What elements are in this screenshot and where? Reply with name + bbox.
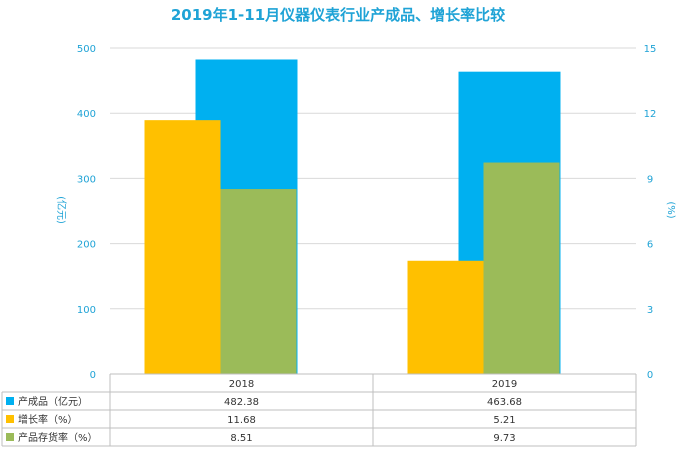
data-label: 482.38: [224, 397, 259, 408]
legend-entry: 产成品（亿元）: [18, 395, 88, 408]
left-axis-ticks: 0 100 200 300 400 500: [77, 44, 96, 381]
right-tick-label: 3: [647, 305, 653, 316]
legend-swatch: [6, 397, 14, 405]
data-label: 8.51: [230, 433, 252, 444]
data-label: 5.21: [493, 415, 515, 426]
left-tick-label: 400: [77, 109, 96, 120]
data-label: 11.68: [227, 415, 256, 426]
bar-growth-2019: [407, 260, 484, 374]
data-label: 9.73: [493, 433, 515, 444]
table-header-2019: 2019: [492, 379, 517, 390]
left-axis-label: (亿元): [55, 196, 68, 224]
left-tick-label: 500: [77, 44, 96, 55]
legend-swatch: [6, 433, 14, 441]
data-table: 2018 2019 产成品（亿元） 482.38 463.68 增长率（%） 11.68 5.…: [1, 373, 637, 447]
right-axis-label: (%): [665, 201, 676, 218]
right-axis-ticks: 0 3 6 9 12 15: [644, 44, 657, 381]
left-tick-label: 0: [90, 370, 96, 381]
bar-growth-2018: [144, 120, 221, 374]
bars: [144, 59, 561, 375]
left-tick-label: 300: [77, 174, 96, 185]
legend-entry: 产品存货率（%）: [18, 431, 98, 444]
left-tick-label: 200: [77, 240, 96, 251]
bar-inventory-2019: [483, 162, 560, 374]
left-tick-label: 100: [77, 305, 96, 316]
right-tick-label: 15: [644, 44, 657, 55]
legend-swatch: [6, 415, 14, 423]
right-tick-label: 9: [647, 174, 653, 185]
right-tick-label: 12: [644, 109, 657, 120]
data-label: 463.68: [487, 397, 522, 408]
chart-title: 2019年1-11月仪器仪表行业产成品、增长率比较: [171, 6, 505, 24]
table-header-2018: 2018: [229, 379, 254, 390]
legend-entry: 增长率（%）: [18, 413, 78, 426]
right-tick-label: 0: [647, 370, 653, 381]
bar-inventory-2018: [220, 189, 297, 374]
right-tick-label: 6: [647, 240, 653, 251]
